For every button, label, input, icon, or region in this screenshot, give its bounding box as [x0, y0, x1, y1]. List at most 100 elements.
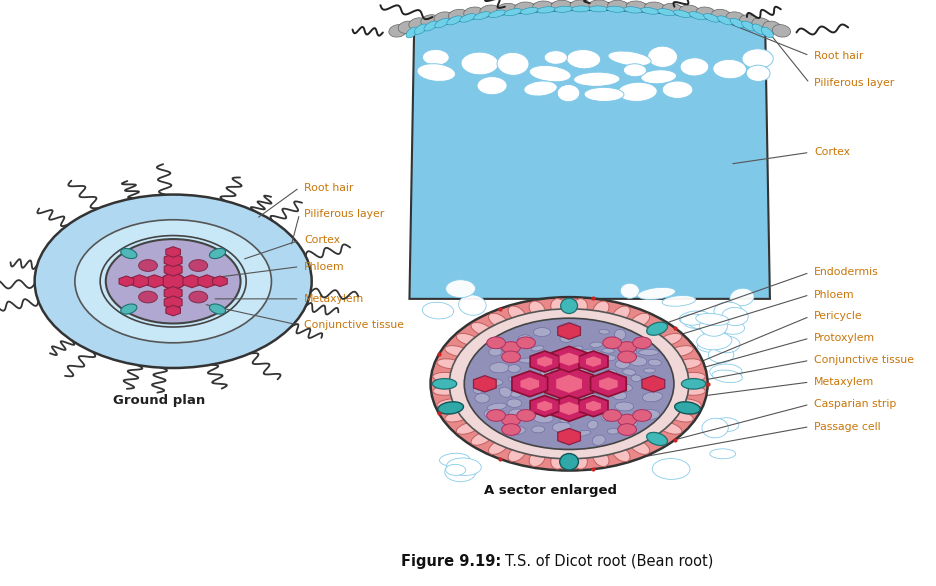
Text: Conjunctive tissue: Conjunctive tissue	[304, 320, 404, 331]
Ellipse shape	[593, 301, 609, 317]
Ellipse shape	[532, 426, 545, 433]
Text: Metaxylem: Metaxylem	[814, 377, 874, 387]
Ellipse shape	[741, 21, 755, 31]
Ellipse shape	[434, 18, 449, 28]
Polygon shape	[558, 428, 580, 445]
Ellipse shape	[421, 15, 440, 27]
Ellipse shape	[713, 59, 746, 79]
Polygon shape	[560, 401, 578, 415]
Ellipse shape	[761, 27, 773, 38]
Ellipse shape	[709, 449, 736, 459]
Ellipse shape	[681, 379, 706, 389]
Ellipse shape	[437, 399, 462, 409]
Ellipse shape	[615, 329, 626, 340]
Ellipse shape	[585, 355, 606, 364]
Ellipse shape	[553, 374, 573, 380]
Ellipse shape	[675, 402, 700, 414]
Ellipse shape	[659, 422, 681, 434]
Polygon shape	[585, 356, 602, 367]
Ellipse shape	[559, 323, 577, 328]
Ellipse shape	[422, 302, 454, 319]
Ellipse shape	[409, 18, 428, 30]
Polygon shape	[166, 305, 181, 316]
Ellipse shape	[505, 426, 525, 435]
Ellipse shape	[508, 364, 520, 373]
Ellipse shape	[484, 410, 497, 418]
Ellipse shape	[630, 314, 650, 328]
Ellipse shape	[121, 304, 137, 314]
Ellipse shape	[551, 0, 572, 11]
Ellipse shape	[722, 308, 748, 326]
Circle shape	[139, 291, 157, 303]
Polygon shape	[197, 275, 216, 288]
Ellipse shape	[648, 359, 662, 366]
Ellipse shape	[626, 349, 636, 355]
Ellipse shape	[508, 447, 526, 462]
Polygon shape	[145, 275, 164, 288]
Ellipse shape	[459, 295, 486, 315]
Polygon shape	[585, 400, 602, 412]
Ellipse shape	[489, 314, 508, 328]
Ellipse shape	[509, 409, 528, 419]
Ellipse shape	[572, 299, 588, 315]
Ellipse shape	[625, 420, 637, 428]
Ellipse shape	[699, 315, 727, 336]
Ellipse shape	[571, 375, 588, 385]
Polygon shape	[130, 275, 149, 288]
Polygon shape	[530, 351, 560, 372]
Ellipse shape	[607, 6, 625, 12]
Ellipse shape	[696, 332, 732, 350]
Ellipse shape	[574, 72, 620, 86]
Ellipse shape	[590, 342, 603, 347]
Ellipse shape	[561, 454, 578, 469]
Ellipse shape	[674, 10, 691, 18]
Ellipse shape	[669, 411, 694, 422]
Ellipse shape	[696, 7, 716, 19]
Ellipse shape	[588, 421, 598, 429]
Circle shape	[487, 337, 505, 349]
Circle shape	[517, 410, 535, 421]
Ellipse shape	[518, 335, 533, 345]
Ellipse shape	[499, 387, 512, 397]
Circle shape	[633, 410, 651, 421]
Ellipse shape	[643, 368, 655, 373]
Ellipse shape	[746, 65, 770, 81]
Ellipse shape	[471, 322, 492, 336]
Polygon shape	[119, 276, 134, 287]
Ellipse shape	[445, 411, 469, 422]
Ellipse shape	[612, 306, 630, 321]
Ellipse shape	[457, 333, 479, 346]
Ellipse shape	[641, 8, 659, 14]
Ellipse shape	[438, 402, 463, 414]
Circle shape	[618, 342, 636, 353]
Ellipse shape	[440, 454, 470, 466]
Ellipse shape	[489, 347, 502, 356]
Ellipse shape	[621, 283, 639, 298]
Ellipse shape	[676, 359, 701, 369]
Polygon shape	[164, 263, 183, 276]
Ellipse shape	[539, 383, 559, 393]
Ellipse shape	[589, 6, 607, 12]
Ellipse shape	[520, 8, 538, 14]
Ellipse shape	[507, 399, 521, 407]
Text: Root hair: Root hair	[814, 50, 864, 61]
Ellipse shape	[680, 5, 699, 16]
Ellipse shape	[446, 458, 481, 475]
Ellipse shape	[121, 248, 137, 258]
Ellipse shape	[646, 432, 667, 445]
Ellipse shape	[533, 1, 553, 12]
Ellipse shape	[615, 402, 634, 411]
Ellipse shape	[639, 410, 660, 420]
Ellipse shape	[590, 378, 605, 388]
Polygon shape	[520, 377, 539, 391]
Ellipse shape	[570, 0, 591, 11]
Ellipse shape	[704, 13, 720, 22]
Ellipse shape	[641, 70, 677, 84]
Ellipse shape	[497, 4, 517, 15]
Ellipse shape	[489, 10, 505, 18]
Ellipse shape	[508, 376, 519, 381]
Ellipse shape	[463, 7, 483, 19]
Ellipse shape	[599, 329, 609, 334]
Ellipse shape	[210, 304, 226, 314]
Ellipse shape	[623, 64, 647, 77]
